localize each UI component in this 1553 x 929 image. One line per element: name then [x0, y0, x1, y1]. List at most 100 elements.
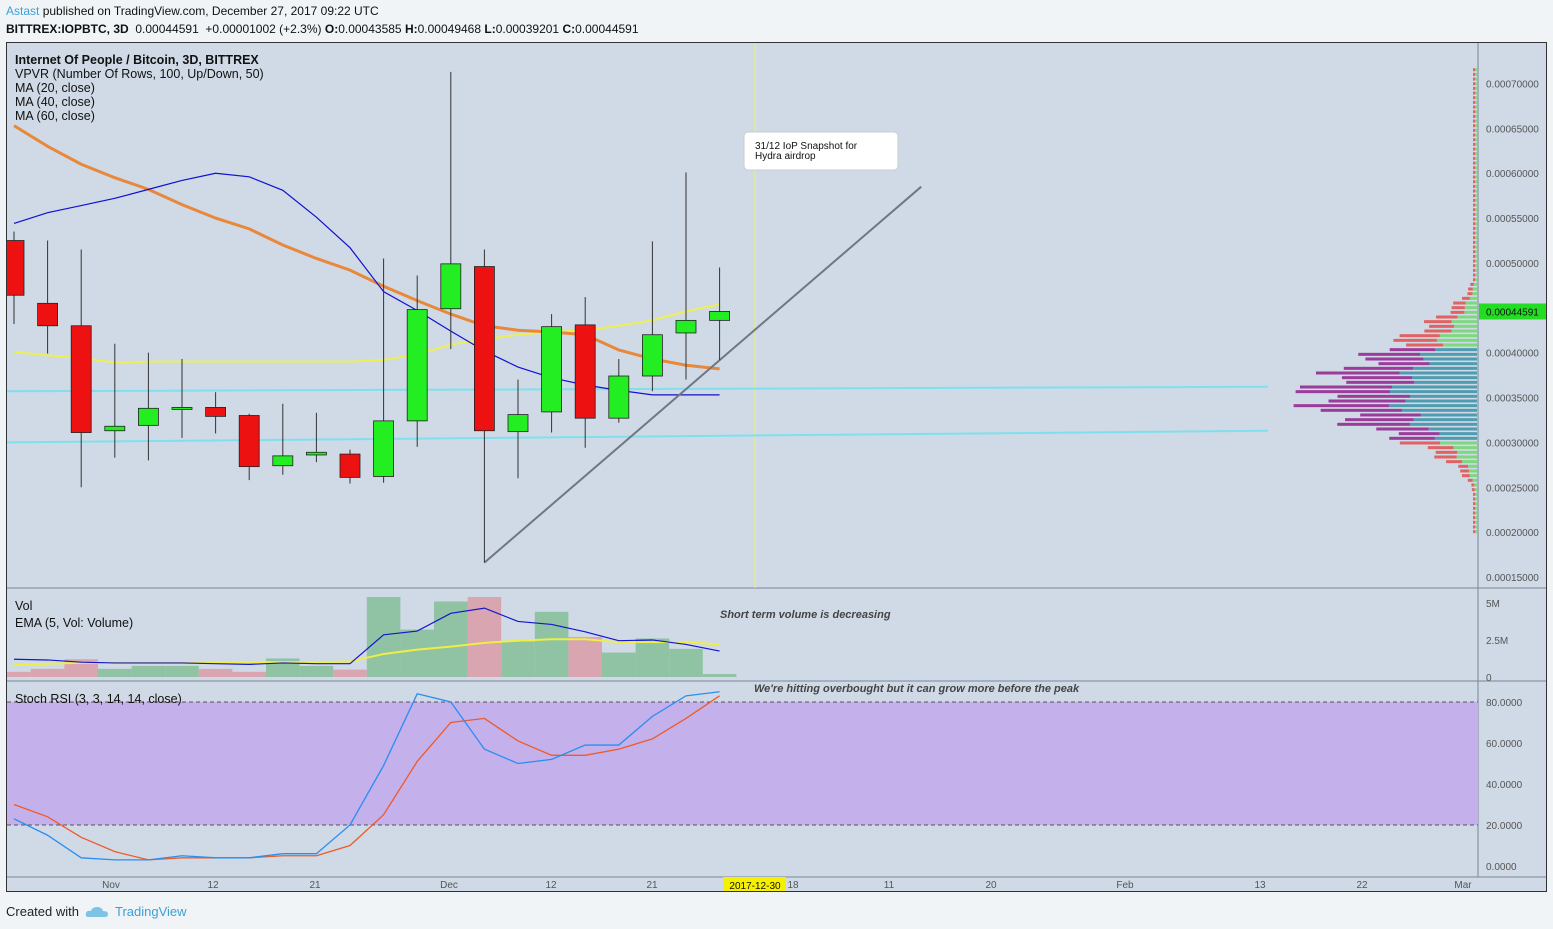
- vpvr-up-bar: [1405, 399, 1477, 403]
- author-link[interactable]: Astast: [6, 4, 40, 18]
- vpvr-down-bar: [1399, 334, 1440, 338]
- vpvr-up-bar: [1454, 324, 1477, 328]
- vpvr-up-bar: [1429, 362, 1477, 366]
- vpvr-down-bar: [1376, 427, 1429, 431]
- vpvr-down-bar: [1473, 142, 1476, 146]
- vpvr-up-bar: [1475, 91, 1477, 95]
- open-value: 0.00043585: [338, 22, 402, 36]
- low-value: 0.00039201: [495, 22, 560, 36]
- candle-body: [37, 302, 59, 327]
- vpvr-up-bar: [1475, 119, 1477, 123]
- vpvr-down-bar: [1345, 418, 1414, 422]
- vpvr-up-bar: [1475, 170, 1477, 174]
- vpvr-up-bar: [1475, 212, 1477, 216]
- vpvr-down-bar: [1436, 315, 1458, 319]
- symbol-info: BITTREX:IOPBTC, 3D 0.00044591 +0.0000100…: [6, 22, 639, 36]
- time-tick-label: Feb: [1116, 880, 1134, 891]
- vpvr-up-bar: [1475, 203, 1477, 207]
- vpvr-up-bar: [1475, 231, 1477, 235]
- volume-note: Short term volume is decreasing: [720, 609, 891, 621]
- price-tick-label: 0.00025000: [1486, 483, 1539, 494]
- ma40-line: [13, 303, 720, 364]
- vpvr-down-bar: [1473, 180, 1476, 184]
- stoch-d-line: [13, 695, 720, 861]
- vpvr-up-bar: [1464, 310, 1477, 314]
- chart-container[interactable]: 31/12 IoP Snapshot for Hydra airdrop Sho…: [6, 42, 1547, 892]
- vpvr-down-bar: [1467, 478, 1473, 482]
- trendline: [483, 185, 922, 564]
- vpvr-down-bar: [1358, 352, 1421, 356]
- chart-svg[interactable]: 31/12 IoP Snapshot for Hydra airdrop Sho…: [7, 43, 1547, 892]
- vpvr-down-bar: [1450, 310, 1465, 314]
- vpvr-down-bar: [1473, 250, 1476, 254]
- candle-body: [104, 425, 126, 432]
- vpvr-up-bar: [1472, 287, 1477, 291]
- vpvr-up-bar: [1475, 128, 1477, 132]
- vpvr-down-bar: [1389, 348, 1436, 352]
- axes: 0.00070000 0.00065000 0.00060000 0.00055000…: [102, 80, 1546, 891]
- vpvr-down-bar: [1473, 170, 1476, 174]
- vpvr-up-bar: [1456, 455, 1477, 459]
- snapshot-note: 31/12 IoP Snapshot for Hydra airdrop: [743, 131, 899, 171]
- candle-body: [642, 334, 663, 377]
- candle-body: [373, 420, 395, 477]
- vpvr-up-bar: [1475, 492, 1477, 496]
- vpvr-down-bar: [1461, 474, 1470, 478]
- volume-bar: [333, 669, 367, 677]
- vpvr-down-bar: [1389, 436, 1435, 440]
- open-label: O:: [324, 22, 339, 36]
- tradingview-link[interactable]: TradingView: [114, 904, 187, 919]
- vpvr-down-bar: [1473, 502, 1476, 506]
- vpvr-down-bar: [1473, 506, 1476, 510]
- last-price: 0.00044591: [135, 22, 199, 36]
- vpvr-up-bar: [1475, 180, 1477, 184]
- vpvr-down-bar: [1473, 530, 1476, 534]
- vpvr-down-bar: [1473, 82, 1476, 86]
- vpvr-up-bar: [1475, 278, 1477, 282]
- vpvr-up-bar: [1401, 408, 1477, 412]
- vpvr-down-bar: [1406, 343, 1443, 347]
- candle-body: [205, 407, 227, 417]
- vpvr-up-bar: [1468, 464, 1477, 468]
- vpvr-down-bar: [1446, 460, 1463, 464]
- vpvr-up-bar: [1472, 292, 1477, 296]
- vpvr-down-bar: [1473, 110, 1476, 114]
- candle-body: [339, 453, 361, 478]
- candle-body: [541, 326, 562, 413]
- vpvr-label: VPVR (Number Of Rows, 100, Up/Down, 50): [15, 67, 264, 81]
- vpvr-up-bar: [1399, 371, 1477, 375]
- vol-label: Vol: [15, 599, 33, 613]
- vpvr-up-bar: [1435, 348, 1477, 352]
- rsi-tick-label: 60.0000: [1486, 739, 1523, 750]
- vpvr-down-bar: [1467, 292, 1473, 296]
- time-tick-label: 21: [646, 880, 658, 891]
- volume-tick-label: 5M: [1486, 599, 1500, 610]
- vpvr-down-bar: [1473, 520, 1476, 524]
- vpvr-up-bar: [1475, 222, 1477, 226]
- vpvr-down-bar: [1471, 483, 1475, 487]
- vpvr-down-bar: [1473, 156, 1476, 160]
- ma20-label: MA (20, close): [15, 81, 95, 95]
- current-price-tag: [1479, 303, 1546, 320]
- vpvr-down-bar: [1341, 376, 1413, 380]
- stoch-rsi-band: [7, 691, 1478, 861]
- time-tick-label: 20: [985, 880, 997, 891]
- vpvr-down-bar: [1473, 259, 1476, 263]
- support-line: [7, 429, 1269, 444]
- vpvr-down-bar: [1473, 161, 1476, 165]
- vpvr-down-bar: [1299, 385, 1393, 389]
- vpvr-up-bar: [1451, 320, 1477, 324]
- volume-legend: Vol EMA (5, Vol: Volume): [15, 598, 133, 632]
- volume-ema-fast-line: [13, 607, 720, 666]
- rsi-label: Stoch RSI (3, 3, 14, 14, close): [15, 692, 182, 706]
- candle-body: [406, 309, 428, 422]
- rsi-tick-label: 40.0000: [1486, 780, 1523, 791]
- price-tick-label: 0.00065000: [1486, 124, 1539, 135]
- volume-bar: [534, 611, 569, 677]
- vpvr-up-bar: [1475, 82, 1477, 86]
- vpvr-down-bar: [1473, 497, 1476, 501]
- vpvr-down-bar: [1473, 236, 1476, 240]
- vpvr-down-bar: [1473, 119, 1476, 123]
- date-highlight-tag: [723, 877, 786, 891]
- vpvr-down-bar: [1295, 390, 1390, 394]
